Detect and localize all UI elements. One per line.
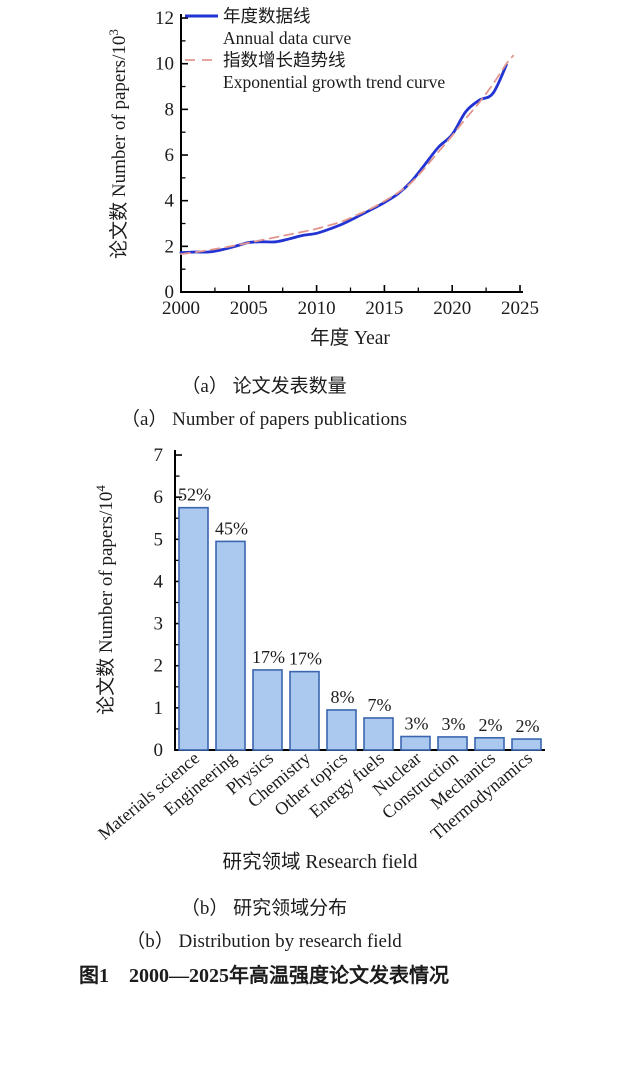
bar-chemistry — [289, 670, 320, 751]
bar-thermodynamics — [511, 738, 542, 751]
bar-value-label: 3% — [405, 714, 429, 734]
bar-value-label: 2% — [479, 715, 503, 735]
annual-data-curve — [179, 63, 508, 255]
bar-value-label: 8% — [331, 687, 355, 707]
y-tick-label: 2 — [154, 656, 164, 677]
bar-energy-fuels — [363, 717, 394, 751]
bar-other-topics — [326, 709, 357, 751]
y-tick-label: 12 — [155, 8, 174, 29]
y-tick-label: 6 — [154, 487, 164, 508]
bar-engineering — [215, 540, 246, 751]
caption-a-zh: （a） 论文发表数量 — [181, 376, 347, 397]
legend-label-zh: 指数增长趋势线 — [223, 50, 346, 70]
y-tick-label: 0 — [154, 740, 164, 761]
x-axis-label: 年度 Year — [310, 327, 390, 349]
exponential-trend-curve — [180, 54, 515, 255]
figure-title-en: Fig. 1 Publication trends in high-temper… — [0, 997, 528, 1073]
bar-value-label: 2% — [516, 716, 540, 736]
y-tick-label: 3 — [154, 614, 164, 635]
y-tick-label: 4 — [154, 571, 164, 592]
y-tick-label: 1 — [154, 698, 164, 719]
legend-label-en: Annual data curve — [223, 28, 352, 48]
caption-b-zh: （b） 研究领域分布 — [180, 898, 348, 919]
x-tick-label: 2025 — [501, 298, 539, 319]
y-axis-label: 论文数 Number of papers/104 — [93, 485, 117, 715]
legend-label-zh: 年度数据线 — [223, 6, 311, 26]
bar-physics — [252, 669, 283, 751]
bar-construction — [437, 736, 468, 751]
y-axis-label: 论文数 Number of papers/103 — [106, 29, 130, 259]
y-tick-label: 6 — [165, 145, 175, 166]
bar-materials-science — [178, 506, 209, 751]
x-axis-label: 研究领域 Research field — [223, 851, 418, 873]
y-tick-label: 8 — [165, 99, 175, 120]
x-tick-label: 2000 — [162, 298, 200, 319]
bar-value-label: 3% — [442, 714, 466, 734]
legend-label-en: Exponential growth trend curve — [223, 72, 445, 92]
bar-value-label: 45% — [215, 518, 248, 538]
figure-title-zh: 图1 2000—2025年高温强度论文发表情况 — [79, 965, 449, 987]
bar-value-label: 17% — [289, 649, 322, 669]
caption-a-en: （a） Number of papers publications — [121, 409, 407, 430]
x-tick-label: 2020 — [433, 298, 471, 319]
bar-value-label: 52% — [178, 485, 211, 505]
y-tick-label: 2 — [165, 236, 175, 257]
y-tick-label: 0 — [165, 282, 175, 303]
x-tick-label: 2015 — [365, 298, 403, 319]
bar-value-label: 7% — [368, 695, 392, 715]
bar-nuclear — [400, 735, 431, 751]
x-tick-label: 2005 — [230, 298, 268, 319]
x-tick-label: 2010 — [298, 298, 336, 319]
y-tick-label: 5 — [154, 529, 164, 550]
line-chart: 0 2 4 6 8 10 12 2000 2005 2010 2015 2020 2025 年度数据线An… — [106, 6, 539, 349]
caption-b-en: （b） Distribution by research field — [126, 931, 402, 952]
bar-value-label: 17% — [252, 647, 285, 667]
y-tick-label: 7 — [154, 445, 164, 466]
y-tick-label: 4 — [165, 191, 175, 212]
bar-mechanics — [474, 736, 505, 751]
y-tick-label: 10 — [155, 54, 174, 75]
